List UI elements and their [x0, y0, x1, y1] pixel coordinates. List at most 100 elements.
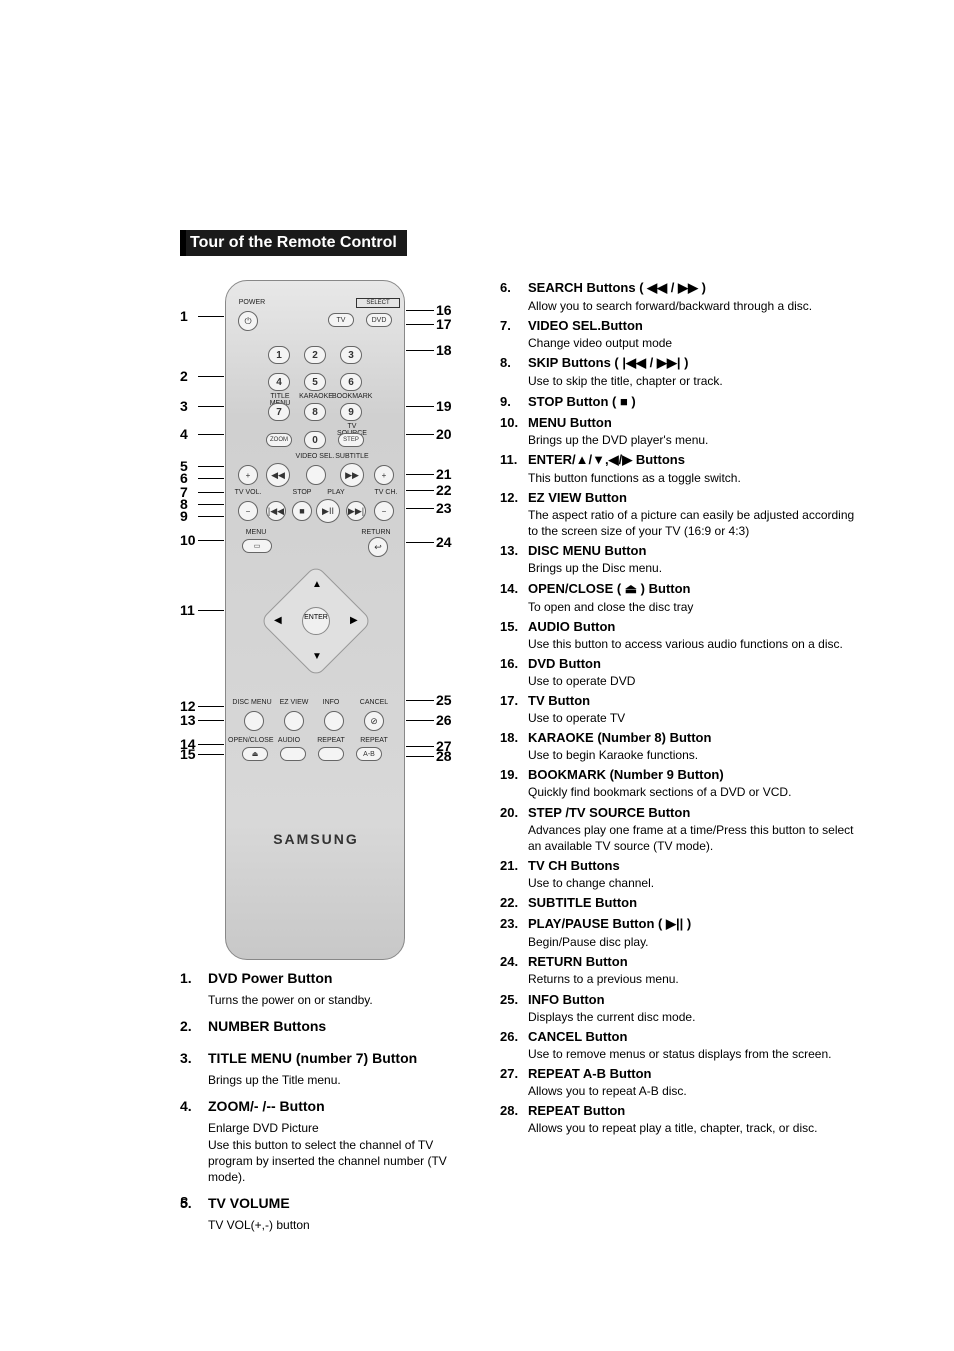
item-number: 21.: [500, 858, 528, 891]
item-desc: Advances play one frame at a time/Press …: [528, 822, 864, 854]
step-button: STEP: [338, 433, 364, 447]
num-8: 8: [304, 403, 326, 421]
search-rew-button: ◀◀: [266, 463, 290, 487]
zoom-button: ZOOM: [266, 433, 292, 447]
item-number: 11.: [500, 452, 528, 486]
callout-10: 10: [180, 532, 196, 548]
brand-label: SAMSUNG: [226, 831, 406, 847]
videosel-button: [306, 465, 326, 485]
item-title: OPEN/CLOSE ( ⏏ ) Button: [528, 581, 864, 597]
list-item: 12.EZ VIEW Button The aspect ratio of a p…: [500, 490, 864, 539]
callout-2: 2: [180, 368, 188, 384]
item-number: 8.: [500, 355, 528, 389]
callout-19: 19: [436, 398, 452, 414]
item-title: TV VOLUME: [208, 1195, 470, 1211]
label-select: SELECT: [356, 298, 400, 308]
dpad-down-icon: ▼: [312, 651, 322, 662]
item-number: 23.: [500, 916, 528, 950]
list-item: 27.REPEAT A-B ButtonAllows you to repeat…: [500, 1066, 864, 1099]
chminus-button: −: [374, 501, 394, 521]
num-2: 2: [304, 346, 326, 364]
item-number: 26.: [500, 1029, 528, 1062]
skip-next-button: ▶▶|: [346, 501, 366, 521]
info-button: [324, 711, 344, 731]
remote-diagram: POWER SELECT ⏻ TV DVD 1 2 3 4 5 6 TITLE …: [180, 280, 470, 960]
list-item: 22.SUBTITLE Button: [500, 895, 864, 912]
section-title: Tour of the Remote Control: [180, 230, 407, 256]
num-0: 0: [304, 431, 326, 449]
callout-20: 20: [436, 426, 452, 442]
item-title: TITLE MENU (number 7) Button: [208, 1050, 470, 1066]
cancel-button: ⊘: [364, 711, 384, 731]
item-desc: This button functions as a toggle switch…: [528, 470, 864, 486]
item-number: 22.: [500, 895, 528, 912]
list-item: 14.OPEN/CLOSE ( ⏏ ) ButtonTo open and cl…: [500, 581, 864, 615]
item-number: 2.: [180, 1018, 208, 1040]
item-number: 15.: [500, 619, 528, 652]
callout-line: [406, 406, 434, 407]
item-title: DVD Power Button: [208, 970, 470, 986]
item-desc: To open and close the disc tray: [528, 599, 864, 615]
item-desc: Enlarge DVD PictureUse this button to se…: [208, 1120, 470, 1185]
item-desc: Begin/Pause disc play.: [528, 934, 864, 950]
item-desc: Brings up the Disc menu.: [528, 560, 864, 576]
callout-line: [406, 310, 434, 311]
item-desc: Allows you to repeat play a title, chapt…: [528, 1120, 864, 1136]
label-discmenu: DISC MENU: [232, 699, 272, 706]
callout-line: [198, 706, 224, 707]
dpad-left-icon: ◀: [274, 615, 282, 626]
item-title: TV CH Buttons: [528, 858, 864, 873]
list-item: 4.ZOOM/- /-- ButtonEnlarge DVD PictureUs…: [180, 1098, 470, 1185]
label-play: PLAY: [322, 489, 350, 496]
list-item: 10.MENU ButtonBrings up the DVD player's…: [500, 415, 864, 448]
list-item: 8.SKIP Buttons ( |◀◀ / ▶▶| )Use to skip …: [500, 355, 864, 389]
item-title: TV Button: [528, 693, 864, 708]
item-desc: Quickly find bookmark sections of a DVD …: [528, 784, 864, 800]
callout-21: 21: [436, 466, 452, 482]
item-title: EZ VIEW Button: [528, 490, 864, 505]
callout-18: 18: [436, 342, 452, 358]
item-title: AUDIO Button: [528, 619, 864, 634]
item-desc: Use to operate TV: [528, 710, 864, 726]
item-desc: The aspect ratio of a picture can easily…: [528, 507, 864, 539]
list-item: 1.DVD Power ButtonTurns the power on or …: [180, 970, 470, 1008]
menu-button: ▭: [242, 539, 272, 553]
item-number: 6.: [500, 280, 528, 314]
callout-line: [406, 746, 434, 747]
list-item: 19.BOOKMARK (Number 9 Button)Quickly fin…: [500, 767, 864, 800]
label-power: POWER: [232, 299, 272, 306]
callout-line: [198, 540, 224, 541]
item-number: 4.: [180, 1098, 208, 1185]
label-bookmark: BOOKMARK: [332, 393, 372, 400]
remote-body: POWER SELECT ⏻ TV DVD 1 2 3 4 5 6 TITLE …: [225, 280, 405, 960]
item-title: DVD Button: [528, 656, 864, 671]
list-item: 5.TV VOLUMETV VOL(+,-) button: [180, 1195, 470, 1233]
callout-26: 26: [436, 712, 452, 728]
list-item: 26.CANCEL ButtonUse to remove menus or s…: [500, 1029, 864, 1062]
list-item: 16.DVD ButtonUse to operate DVD: [500, 656, 864, 689]
label-tvch: TV CH.: [366, 489, 406, 496]
dpad-up-icon: ▲: [312, 579, 322, 590]
num-3: 3: [340, 346, 362, 364]
item-title: SEARCH Buttons ( ◀◀ / ▶▶ ): [528, 280, 864, 296]
callout-23: 23: [436, 500, 452, 516]
right-item-list: 6.SEARCH Buttons ( ◀◀ / ▶▶ )Allow you to…: [500, 280, 864, 1136]
ezview-button: [284, 711, 304, 731]
list-item: 15.AUDIO ButtonUse this button to access…: [500, 619, 864, 652]
callout-line: [406, 720, 434, 721]
item-number: 27.: [500, 1066, 528, 1099]
callout-line: [198, 434, 224, 435]
list-item: 28.REPEAT ButtonAllows you to repeat pla…: [500, 1103, 864, 1136]
item-number: 12.: [500, 490, 528, 539]
item-title: REPEAT Button: [528, 1103, 864, 1118]
volplus-button: +: [238, 465, 258, 485]
item-number: 10.: [500, 415, 528, 448]
list-item: 6.SEARCH Buttons ( ◀◀ / ▶▶ )Allow you to…: [500, 280, 864, 314]
list-item: 3.TITLE MENU (number 7) ButtonBrings up …: [180, 1050, 470, 1088]
item-desc: Displays the current disc mode.: [528, 1009, 864, 1025]
item-number: 13.: [500, 543, 528, 576]
callout-line: [198, 478, 224, 479]
callout-11: 11: [180, 602, 195, 618]
callout-line: [406, 324, 434, 325]
label-karaoke: KARAOKE: [296, 393, 336, 400]
